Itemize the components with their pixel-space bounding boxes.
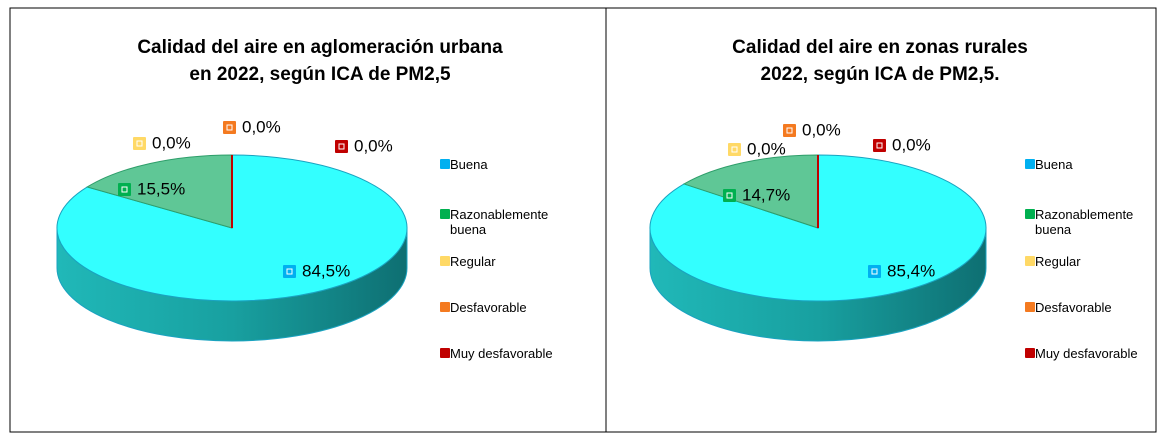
legend-swatch bbox=[440, 159, 450, 169]
data-label: 15,5% bbox=[137, 179, 185, 198]
label-marker bbox=[118, 183, 131, 196]
label-marker-inner bbox=[226, 124, 233, 131]
legend-swatch bbox=[440, 209, 450, 219]
chart-title: Calidad del aire en aglomeración urbana bbox=[137, 37, 503, 58]
label-marker-inner bbox=[786, 127, 793, 134]
data-label: 14,7% bbox=[742, 185, 790, 204]
data-label: 0,0% bbox=[354, 136, 393, 155]
label-marker bbox=[723, 189, 736, 202]
label-marker bbox=[283, 265, 296, 278]
legend-swatch bbox=[1025, 348, 1035, 358]
legend-entry: Razonablemente buena bbox=[440, 207, 570, 237]
label-marker-inner bbox=[136, 140, 143, 147]
label-marker bbox=[728, 143, 741, 156]
label-marker-inner bbox=[338, 143, 345, 150]
legend-swatch bbox=[1025, 256, 1035, 266]
label-marker-inner bbox=[876, 142, 883, 149]
label-marker bbox=[133, 137, 146, 150]
legend-label: Desfavorable bbox=[1035, 300, 1112, 315]
data-label: 85,4% bbox=[887, 261, 935, 280]
legend-label: Regular bbox=[450, 254, 496, 269]
legend-entry: Muy desfavorable bbox=[1025, 346, 1155, 361]
legend-entry: Regular bbox=[1025, 254, 1155, 269]
label-marker bbox=[873, 139, 886, 152]
legend-label: Desfavorable bbox=[450, 300, 527, 315]
legend-entry: Muy desfavorable bbox=[440, 346, 570, 361]
label-marker-inner bbox=[726, 192, 733, 199]
label-marker bbox=[223, 121, 236, 134]
data-label: 84,5% bbox=[302, 261, 350, 280]
data-label: 0,0% bbox=[747, 139, 786, 158]
legend-entry: Desfavorable bbox=[1025, 300, 1155, 315]
chart-title: en 2022, según ICA de PM2,5 bbox=[189, 64, 451, 85]
legend-entry: Razonablemente buena bbox=[1025, 207, 1155, 237]
legend-label: Buena bbox=[450, 157, 488, 172]
label-marker bbox=[335, 140, 348, 153]
legend-swatch bbox=[440, 348, 450, 358]
legend-label: Razonablemente buena bbox=[450, 207, 549, 237]
pie-slice bbox=[86, 154, 233, 229]
legend-swatch bbox=[1025, 209, 1035, 219]
legend-swatch bbox=[440, 256, 450, 266]
legend-swatch bbox=[440, 302, 450, 312]
legend-swatch bbox=[1025, 302, 1035, 312]
panel-border bbox=[605, 7, 1157, 433]
legend-label: Muy desfavorable bbox=[450, 346, 553, 361]
data-label: 0,0% bbox=[152, 133, 191, 152]
legend-entry: Buena bbox=[440, 157, 570, 172]
pie-slice bbox=[682, 154, 819, 229]
legend-swatch bbox=[1025, 159, 1035, 169]
legend-label: Muy desfavorable bbox=[1035, 346, 1138, 361]
legend-entry: Regular bbox=[440, 254, 570, 269]
legend-label: Regular bbox=[1035, 254, 1081, 269]
label-marker bbox=[783, 124, 796, 137]
data-label: 0,0% bbox=[892, 135, 931, 154]
chart-title: Calidad del aire en zonas rurales bbox=[732, 37, 1028, 58]
label-marker-inner bbox=[871, 268, 878, 275]
label-marker bbox=[868, 265, 881, 278]
legend-label: Razonablemente buena bbox=[1035, 207, 1134, 237]
data-label: 0,0% bbox=[802, 120, 841, 139]
label-marker-inner bbox=[731, 146, 738, 153]
label-marker-inner bbox=[286, 268, 293, 275]
legend-entry: Desfavorable bbox=[440, 300, 570, 315]
chart-title: 2022, según ICA de PM2,5. bbox=[761, 64, 1000, 85]
legend-entry: Buena bbox=[1025, 157, 1155, 172]
data-label: 0,0% bbox=[242, 117, 281, 136]
label-marker-inner bbox=[121, 186, 128, 193]
legend-label: Buena bbox=[1035, 157, 1073, 172]
